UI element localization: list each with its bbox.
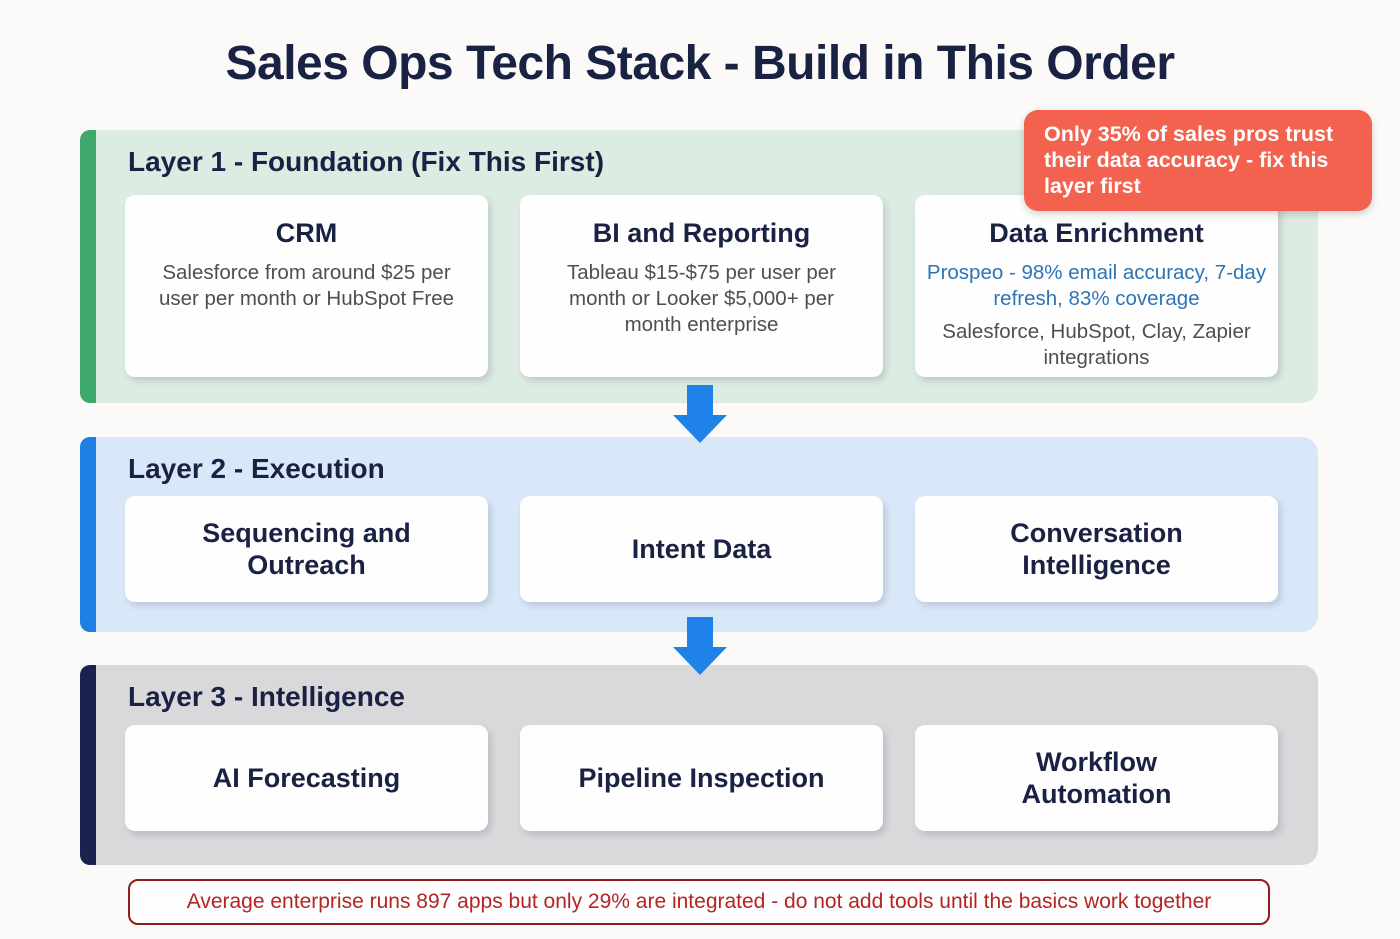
card-crm: CRM Salesforce from around $25 per user … xyxy=(125,195,488,377)
card-workflow-automation: Workflow Automation xyxy=(915,725,1278,831)
layer-2-heading: Layer 2 - Execution xyxy=(128,453,385,484)
data-accuracy-callout: Only 35% of sales pros trust their data … xyxy=(1024,110,1372,212)
card-data-enrichment-title: Data Enrichment xyxy=(989,218,1204,248)
layer-3-cards: AI Forecasting Pipeline Inspection Workf… xyxy=(125,725,1278,831)
card-data-enrichment-desc: Salesforce, HubSpot, Clay, Zapier integr… xyxy=(942,320,1251,370)
card-sequencing-outreach-title: Sequencing and Outreach xyxy=(202,517,411,580)
layer-3-band: Layer 3 - Intelligence AI Forecasting Pi… xyxy=(80,665,1318,865)
card-ai-forecasting: AI Forecasting xyxy=(125,725,488,831)
down-arrow-icon xyxy=(673,385,727,443)
card-sequencing-outreach: Sequencing and Outreach xyxy=(125,496,488,602)
integration-warning-note: Average enterprise runs 897 apps but onl… xyxy=(128,879,1270,925)
card-bi-reporting-title: BI and Reporting xyxy=(592,218,811,248)
layer-3-heading: Layer 3 - Intelligence xyxy=(128,681,405,712)
down-arrow-icon xyxy=(673,617,727,675)
card-conversation-intelligence-title: Conversation Intelligence xyxy=(1010,517,1183,580)
card-intent-data-title: Intent Data xyxy=(631,533,772,564)
card-conversation-intelligence: Conversation Intelligence xyxy=(915,496,1278,602)
card-data-enrichment: Data Enrichment Prospeo - 98% email accu… xyxy=(915,195,1278,377)
page-title: Sales Ops Tech Stack - Build in This Ord… xyxy=(225,37,1175,90)
layer-1-accent-bar xyxy=(80,130,96,403)
card-crm-title: CRM xyxy=(275,218,338,248)
layer-2-cards: Sequencing and Outreach Intent Data Conv… xyxy=(125,496,1278,602)
layer-2-accent-bar xyxy=(80,437,96,632)
card-pipeline-inspection-title: Pipeline Inspection xyxy=(578,762,825,793)
card-intent-data: Intent Data xyxy=(520,496,883,602)
layer-3-accent-bar xyxy=(80,665,96,865)
card-data-enrichment-highlight: Prospeo - 98% email accuracy, 7-day refr… xyxy=(926,261,1267,311)
card-bi-reporting: BI and Reporting Tableau $15-$75 per use… xyxy=(520,195,883,377)
layer-2-band: Layer 2 - Execution Sequencing and Outre… xyxy=(80,437,1318,632)
card-ai-forecasting-title: AI Forecasting xyxy=(212,762,401,793)
card-bi-reporting-desc: Tableau $15-$75 per user per month or Lo… xyxy=(567,261,836,337)
card-pipeline-inspection: Pipeline Inspection xyxy=(520,725,883,831)
layer-1-heading: Layer 1 - Foundation (Fix This First) xyxy=(128,146,605,177)
card-crm-desc: Salesforce from around $25 per user per … xyxy=(158,261,455,311)
layer-1-cards: CRM Salesforce from around $25 per user … xyxy=(125,195,1278,377)
card-workflow-automation-title: Workflow Automation xyxy=(1021,746,1172,809)
